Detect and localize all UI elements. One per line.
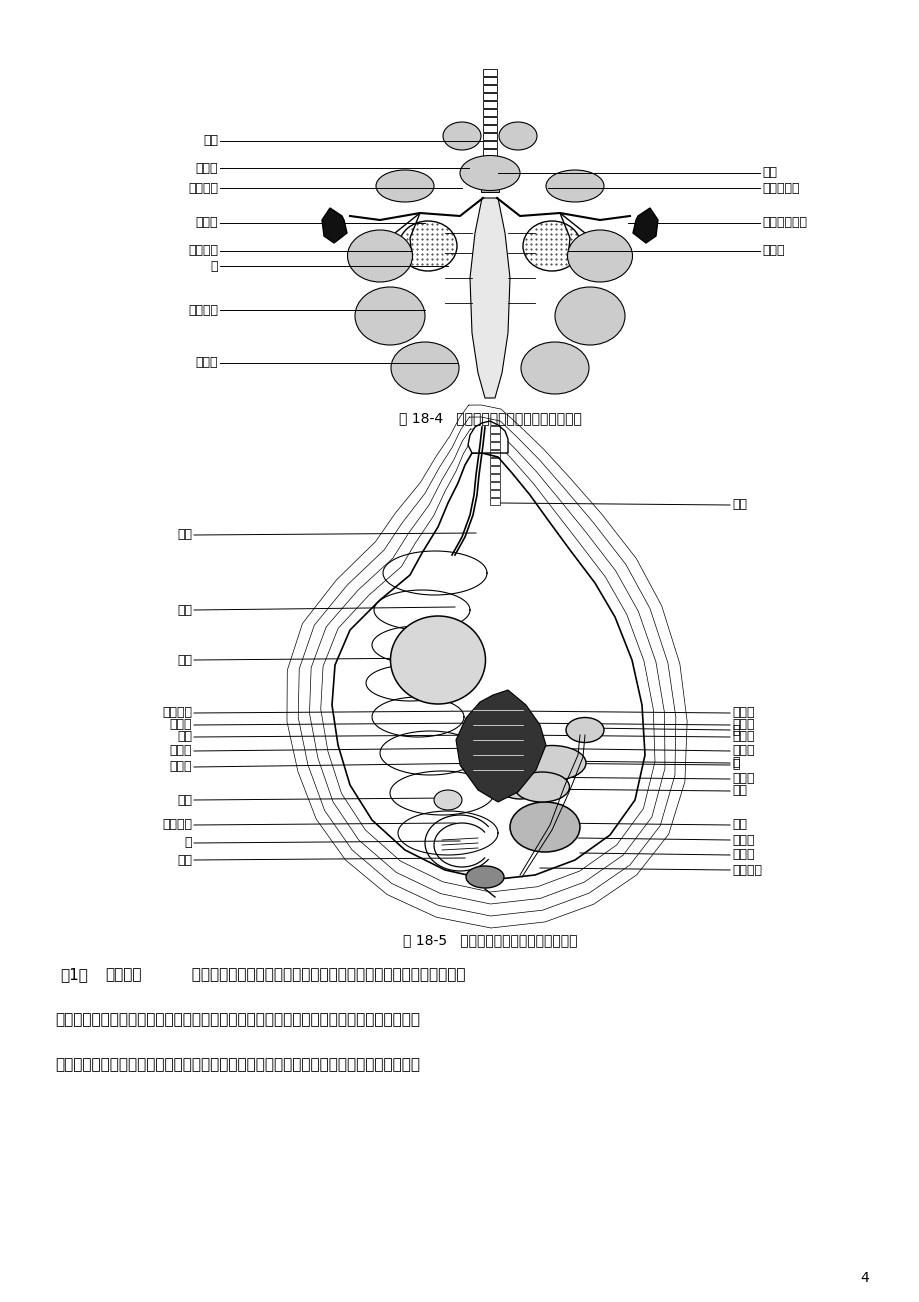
Text: 支气管: 支气管 bbox=[169, 719, 192, 732]
Polygon shape bbox=[456, 690, 545, 802]
Text: 胸肌间气囊: 胸肌间气囊 bbox=[761, 181, 799, 194]
Text: 肝: 肝 bbox=[732, 756, 739, 769]
Bar bbox=[482, 158, 496, 164]
Ellipse shape bbox=[514, 772, 569, 802]
Ellipse shape bbox=[567, 230, 632, 283]
Text: 泄殖腔孔: 泄殖腔孔 bbox=[732, 863, 761, 876]
Text: 胸静脉: 胸静脉 bbox=[732, 730, 754, 743]
Ellipse shape bbox=[565, 717, 604, 742]
Bar bbox=[490, 497, 499, 505]
Bar bbox=[482, 117, 496, 124]
Bar bbox=[490, 426, 499, 434]
Text: 即可见到透明薄膜状的气囊。气囊是鸟类特有的装置，伸张于内脏及肌肉之间，甚至入骨，: 即可见到透明薄膜状的气囊。气囊是鸟类特有的装置，伸张于内脏及肌肉之间，甚至入骨， bbox=[55, 1057, 420, 1073]
Ellipse shape bbox=[443, 122, 481, 150]
Bar bbox=[490, 450, 499, 457]
Ellipse shape bbox=[554, 286, 624, 345]
Polygon shape bbox=[632, 208, 657, 243]
Bar bbox=[482, 77, 496, 85]
Ellipse shape bbox=[509, 802, 579, 852]
Text: 肺: 肺 bbox=[732, 759, 739, 772]
Bar bbox=[490, 482, 499, 490]
Bar bbox=[482, 148, 496, 156]
Ellipse shape bbox=[498, 122, 537, 150]
Text: 4: 4 bbox=[859, 1271, 868, 1285]
Text: 图 18-5   家鸽的内部结构（自黄诗笺等）: 图 18-5 家鸽的内部结构（自黄诗笺等） bbox=[403, 934, 576, 947]
Text: 输精管: 输精管 bbox=[732, 833, 754, 846]
Text: 颈静脉: 颈静脉 bbox=[732, 707, 754, 720]
Bar bbox=[482, 102, 496, 108]
Ellipse shape bbox=[391, 342, 459, 395]
Text: 后胸气囊: 后胸气囊 bbox=[187, 303, 218, 316]
Polygon shape bbox=[470, 198, 509, 398]
Bar bbox=[490, 441, 499, 449]
Text: 气管，并向内吹气。待胸腹部被吹鼓胀时马上扎紧棉线，再用钝镊子小心剥去腹壁的肌肉层: 气管，并向内吹气。待胸腹部被吹鼓胀时马上扎紧棉线，再用钝镊子小心剥去腹壁的肌肉层 bbox=[55, 1013, 420, 1027]
Bar bbox=[490, 466, 499, 473]
Text: 气管: 气管 bbox=[203, 134, 218, 147]
Ellipse shape bbox=[545, 171, 604, 202]
Text: 气管: 气管 bbox=[732, 499, 746, 512]
Text: 腺胃: 腺胃 bbox=[732, 785, 746, 798]
Text: 锁间气囊: 锁间气囊 bbox=[187, 181, 218, 194]
Polygon shape bbox=[332, 453, 644, 880]
Bar bbox=[481, 185, 498, 191]
Text: 支气管: 支气管 bbox=[196, 216, 218, 229]
Ellipse shape bbox=[355, 286, 425, 345]
Ellipse shape bbox=[347, 230, 412, 283]
Bar bbox=[481, 169, 498, 176]
Bar bbox=[482, 109, 496, 116]
Ellipse shape bbox=[517, 746, 585, 780]
Bar bbox=[490, 474, 499, 480]
Bar bbox=[490, 490, 499, 497]
Polygon shape bbox=[468, 421, 507, 453]
Bar bbox=[482, 125, 496, 132]
Text: 胰: 胰 bbox=[185, 836, 192, 849]
Bar bbox=[482, 69, 496, 76]
Ellipse shape bbox=[434, 790, 461, 810]
Bar bbox=[482, 92, 496, 100]
Text: 静脉: 静脉 bbox=[176, 730, 192, 743]
Bar bbox=[490, 434, 499, 441]
Text: 小肠: 小肠 bbox=[176, 604, 192, 617]
Text: 气囊观察: 气囊观察 bbox=[105, 967, 142, 983]
Text: 臂动脉: 臂动脉 bbox=[732, 719, 754, 732]
Text: 分离颈部气管，在其下穿入棉线，然后取一吸管，经口腔由喉门插入: 分离颈部气管，在其下穿入棉线，然后取一吸管，经口腔由喉门插入 bbox=[182, 967, 465, 983]
Text: 输尿管: 输尿管 bbox=[732, 849, 754, 862]
Text: 鸣管: 鸣管 bbox=[761, 167, 777, 180]
Polygon shape bbox=[322, 208, 346, 243]
Bar bbox=[482, 165, 496, 172]
Ellipse shape bbox=[466, 866, 504, 888]
Ellipse shape bbox=[390, 616, 485, 704]
Text: 图 18-4   家鸽呼吸系统模式图（自丁汉波）: 图 18-4 家鸽呼吸系统模式图（自丁汉波） bbox=[398, 411, 581, 424]
Bar bbox=[490, 458, 499, 465]
Bar bbox=[482, 141, 496, 148]
Text: 盲肠: 盲肠 bbox=[176, 854, 192, 867]
Bar bbox=[482, 85, 496, 92]
Text: 肋骨中的气囊: 肋骨中的气囊 bbox=[761, 216, 806, 229]
Ellipse shape bbox=[494, 760, 545, 799]
Ellipse shape bbox=[376, 171, 434, 202]
Text: 肾: 肾 bbox=[732, 724, 739, 737]
Text: 嗉囊: 嗉囊 bbox=[176, 654, 192, 667]
Text: 颈气囊: 颈气囊 bbox=[196, 161, 218, 174]
Text: 肌胃: 肌胃 bbox=[732, 819, 746, 832]
Text: 右心房: 右心房 bbox=[169, 745, 192, 758]
Text: 食管: 食管 bbox=[176, 529, 192, 542]
Text: 左心室: 左心室 bbox=[732, 772, 754, 785]
Text: 腹气囊: 腹气囊 bbox=[196, 357, 218, 370]
Ellipse shape bbox=[520, 342, 588, 395]
Bar bbox=[481, 177, 498, 184]
Text: 前胸气囊: 前胸气囊 bbox=[187, 245, 218, 258]
Text: 肺: 肺 bbox=[210, 259, 218, 272]
Bar bbox=[482, 133, 496, 141]
Text: 左心房: 左心房 bbox=[732, 745, 754, 758]
Text: 右心室: 右心室 bbox=[169, 760, 192, 773]
Text: 腹气囊: 腹气囊 bbox=[761, 245, 784, 258]
Text: 睾丸: 睾丸 bbox=[176, 793, 192, 806]
Text: （1）: （1） bbox=[60, 967, 88, 983]
Text: 颈总动脉: 颈总动脉 bbox=[162, 707, 192, 720]
Text: 十二指肠: 十二指肠 bbox=[162, 819, 192, 832]
Ellipse shape bbox=[460, 155, 519, 190]
